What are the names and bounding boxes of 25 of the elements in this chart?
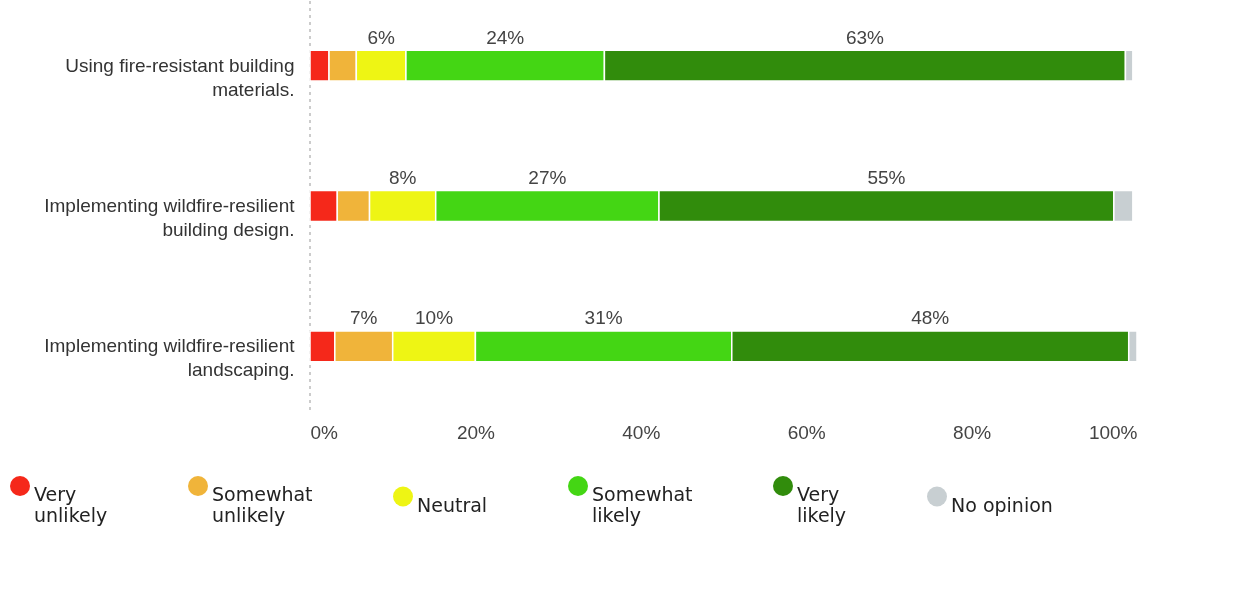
data-label: 8%	[388, 167, 417, 188]
legend-label: Very unlikely	[34, 483, 108, 526]
y-tick-label: Using fire-resistant building materials.	[65, 54, 295, 100]
data-label: 27%	[528, 167, 567, 188]
x-tick-label: 100%	[1088, 421, 1138, 443]
legend-label: Neutral	[417, 493, 488, 516]
y-tick-label: Implementing wildfire-resilient landscaping.	[44, 335, 296, 381]
legend-label: Somewhat likely	[592, 483, 693, 526]
data-label: 55%	[867, 167, 906, 188]
data-label: 48%	[911, 307, 950, 329]
data-label: 31%	[584, 307, 623, 329]
x-tick-label: 40%	[622, 421, 661, 443]
data-label: 63%	[845, 26, 885, 48]
data-label: 7%	[350, 307, 378, 329]
data-label: 6%	[367, 26, 395, 48]
y-tick-label: Implementing wildfire-resilient building design.	[44, 195, 296, 240]
x-tick-label: 20%	[456, 421, 496, 443]
legend-label: Very likely	[797, 483, 847, 526]
data-label: 24%	[486, 26, 525, 48]
data-label: 10%	[415, 307, 454, 329]
legend-label: Somewhat unlikely	[212, 483, 313, 526]
x-tick-label: 60%	[787, 421, 826, 443]
legend-label: No opinion	[951, 493, 1053, 516]
x-tick-label: 0%	[310, 421, 339, 443]
x-tick-label: 80%	[953, 421, 992, 443]
